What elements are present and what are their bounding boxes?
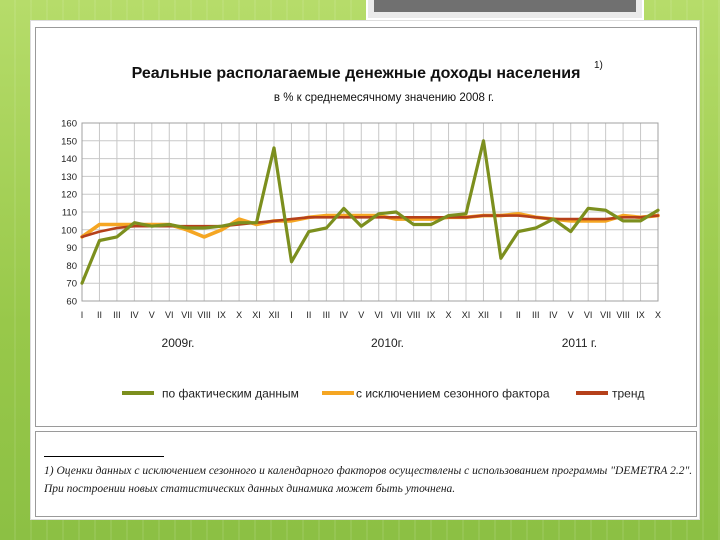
y-tick-label: 130 bbox=[61, 172, 77, 183]
year-label: 2009г. bbox=[162, 336, 195, 350]
x-tick-label: IX bbox=[636, 310, 645, 320]
x-tick-label: X bbox=[236, 310, 242, 320]
x-tick-label: IV bbox=[549, 310, 558, 320]
x-tick-label: VIII bbox=[407, 310, 421, 320]
chart-legend: по фактическим данным с исключением сезон… bbox=[122, 387, 644, 401]
x-tick-label: V bbox=[358, 310, 364, 320]
y-tick-label: 120 bbox=[61, 190, 77, 201]
year-label: 2011 г. bbox=[562, 336, 597, 350]
slide-top-tab bbox=[366, 0, 644, 20]
x-tick-label: III bbox=[323, 310, 331, 320]
footnote-rule bbox=[44, 456, 164, 457]
x-tick-label: I bbox=[290, 310, 293, 320]
y-tick-label: 110 bbox=[62, 208, 77, 219]
legend-label: по фактическим данным bbox=[162, 387, 299, 401]
x-tick-label: I bbox=[500, 310, 503, 320]
series-line-0 bbox=[80, 139, 660, 285]
chart-title-superscript: 1) bbox=[594, 60, 603, 71]
x-tick-label: II bbox=[306, 310, 311, 320]
y-tick-label: 140 bbox=[61, 154, 77, 165]
y-tick-label: 160 bbox=[61, 119, 77, 130]
footnote-text: 1) Оценки данных с исключением сезонного… bbox=[44, 465, 693, 495]
x-tick-label: III bbox=[532, 310, 540, 320]
x-tick-label: IX bbox=[427, 310, 436, 320]
chart-frame: Реальные располагаемые денежные доходы н… bbox=[35, 27, 697, 427]
x-tick-label: I bbox=[81, 310, 84, 320]
y-tick-label: 60 bbox=[66, 297, 77, 308]
x-tick-label: VIII bbox=[616, 310, 630, 320]
x-tick-label: VI bbox=[584, 310, 593, 320]
x-tick-label: IV bbox=[130, 310, 139, 320]
footnote-frame: 1) Оценки данных с исключением сезонного… bbox=[35, 431, 697, 517]
y-tick-label: 100 bbox=[61, 225, 77, 236]
y-tick-label: 80 bbox=[66, 261, 77, 272]
x-tick-label: II bbox=[97, 310, 102, 320]
x-tick-label: XI bbox=[462, 310, 471, 320]
x-tick-label: VII bbox=[181, 310, 192, 320]
x-tick-label: XI bbox=[252, 310, 261, 320]
y-tick-label: 150 bbox=[61, 136, 77, 147]
chart-subtitle: в % к среднемесячному значению 2008 г. bbox=[274, 92, 494, 104]
chart-title: Реальные располагаемые денежные доходы н… bbox=[132, 65, 581, 82]
x-tick-label: V bbox=[149, 310, 155, 320]
x-tick-label: V bbox=[568, 310, 574, 320]
x-tick-label: VIII bbox=[197, 310, 211, 320]
x-tick-label: VI bbox=[165, 310, 174, 320]
x-tick-label: II bbox=[516, 310, 521, 320]
year-label: 2010г. bbox=[371, 336, 404, 350]
legend-label: с исключением сезонного фактора bbox=[356, 387, 550, 401]
x-tick-label: XII bbox=[478, 310, 489, 320]
slide-top-tab-inner bbox=[374, 0, 636, 12]
x-tick-label: X bbox=[655, 310, 661, 320]
x-tick-label: VI bbox=[374, 310, 383, 320]
x-tick-label: VII bbox=[391, 310, 402, 320]
legend-label: тренд bbox=[612, 387, 644, 401]
slide: Реальные располагаемые денежные доходы н… bbox=[30, 20, 700, 520]
y-tick-label: 70 bbox=[66, 279, 77, 290]
income-chart: Реальные располагаемые денежные доходы н… bbox=[61, 60, 661, 401]
x-tick-label: X bbox=[446, 310, 452, 320]
x-tick-label: III bbox=[113, 310, 121, 320]
x-tick-label: IV bbox=[340, 310, 349, 320]
x-tick-label: IX bbox=[217, 310, 226, 320]
x-tick-label: XII bbox=[268, 310, 279, 320]
x-tick-label: VII bbox=[600, 310, 611, 320]
y-tick-label: 90 bbox=[66, 243, 77, 254]
